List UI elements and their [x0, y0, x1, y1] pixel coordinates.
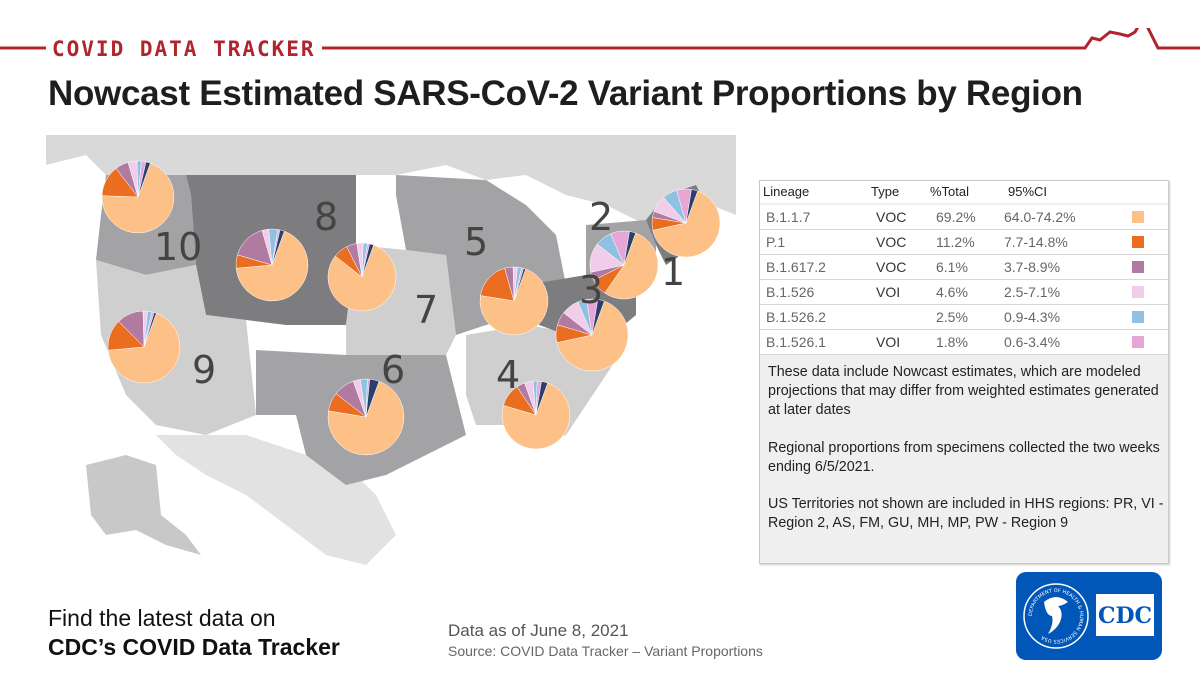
region-label-5: 5 — [464, 220, 488, 264]
header-ci: 95%CI — [1008, 184, 1048, 199]
collection-note: Regional proportions from specimens coll… — [768, 440, 1160, 475]
pie-slice — [101, 162, 175, 234]
lineage-cell: B.1.1.7 — [766, 209, 811, 225]
total-cell: 11.2% — [936, 234, 975, 250]
pie-slice — [137, 161, 151, 198]
legend-swatch — [1132, 211, 1144, 223]
alaska — [86, 455, 201, 555]
pie-slice — [591, 299, 605, 336]
region-label-2: 2 — [589, 195, 613, 239]
page-title: Nowcast Estimated SARS-CoV-2 Variant Pro… — [48, 74, 1083, 113]
region-pie-10 — [101, 160, 175, 234]
find-latest-text: Find the latest data on — [48, 605, 276, 631]
region-label-4: 4 — [496, 353, 520, 397]
type-cell: VOI — [876, 284, 901, 300]
data-as-of: Data as of June 8, 2021 — [448, 621, 629, 640]
legend-swatch — [1132, 286, 1144, 298]
total-cell: 69.2% — [936, 209, 976, 225]
table-row: B.1.617.2 VOC 6.1% 3.7-8.9% — [760, 255, 1168, 280]
table-row: B.1.526.1 VOI 1.8% 0.6-3.4% — [760, 330, 1168, 355]
table-row: B.1.526.2 2.5% 0.9-4.3% — [760, 305, 1168, 330]
nowcast-note: These data include Nowcast estimates, wh… — [768, 364, 1159, 418]
pie-slice — [501, 382, 571, 450]
region-label-10: 10 — [154, 225, 202, 269]
cdc-logo: DEPARTMENT OF HEALTH & HUMAN SERVICES US… — [1016, 572, 1162, 660]
data-panel: Lineage Type %Total 95%CI B.1.1.7 VOC 69… — [759, 180, 1169, 564]
header-type: Type — [871, 184, 900, 199]
header-total: %Total — [930, 184, 970, 199]
variant-table: B.1.1.7 VOC 69.2% 64.0-74.2% P.1 VOC 11.… — [760, 205, 1168, 355]
ci-cell: 64.0-74.2% — [1004, 209, 1076, 225]
region-pie-3 — [555, 298, 629, 372]
table-row: P.1 VOC 11.2% 7.7-14.8% — [760, 230, 1168, 255]
total-cell: 6.1% — [936, 259, 968, 275]
region-pie-8 — [235, 228, 309, 302]
region-pie-5 — [479, 266, 549, 336]
pie-slice — [535, 381, 548, 416]
region-pie-9 — [107, 310, 181, 384]
cdc-logo-text: CDC — [1098, 603, 1152, 629]
ci-cell: 3.7-8.9% — [1004, 259, 1061, 275]
pie-slice — [685, 189, 698, 224]
type-cell: VOI — [876, 334, 901, 350]
region-pie-2 — [589, 230, 659, 300]
region-label-6: 6 — [381, 348, 405, 392]
tracker-link-text[interactable]: CDC’s COVID Data Tracker — [48, 634, 340, 660]
pie-slice — [479, 268, 549, 336]
canada-landmass — [46, 135, 736, 225]
pie-slice — [365, 378, 380, 418]
table-row: B.1.526 VOI 4.6% 2.5-7.1% — [760, 280, 1168, 305]
legend-swatch — [1132, 236, 1144, 248]
total-cell: 1.8% — [936, 334, 968, 350]
pie-slice — [623, 231, 636, 266]
pie-slice — [556, 300, 629, 372]
pie-slice — [513, 268, 526, 302]
total-cell: 4.6% — [936, 284, 968, 300]
region-pie-7 — [327, 242, 397, 312]
pie-slice — [107, 312, 181, 384]
ci-cell: 0.6-3.4% — [1004, 334, 1061, 350]
banner-line — [0, 28, 1200, 50]
legend-swatch — [1132, 261, 1144, 273]
region-label-9: 9 — [192, 348, 216, 392]
pie-slice — [235, 230, 309, 302]
region-pie-1 — [651, 188, 721, 258]
region-label-8: 8 — [314, 195, 338, 239]
territories-note: US Territories not shown are included in… — [768, 496, 1164, 531]
ci-cell: 2.5-7.1% — [1004, 284, 1061, 300]
lineage-cell: P.1 — [766, 234, 786, 250]
source-text: Source: COVID Data Tracker – Variant Pro… — [448, 643, 763, 659]
legend-swatch — [1132, 336, 1144, 348]
us-map: 10 8 7 5 2 1 3 9 6 4 — [46, 135, 736, 575]
pie-slice — [143, 312, 157, 348]
lineage-cell: B.1.526.1 — [766, 334, 826, 350]
region-label-7: 7 — [414, 288, 438, 332]
pie-slice — [271, 229, 285, 266]
legend-swatch — [1132, 311, 1144, 323]
pie-slice — [327, 380, 405, 456]
header-lineage: Lineage — [763, 184, 810, 199]
brand-label: COVID DATA TRACKER — [46, 36, 322, 62]
lineage-cell: B.1.526.2 — [766, 309, 826, 325]
lineage-cell: B.1.617.2 — [766, 259, 826, 275]
lineage-cell: B.1.526 — [766, 284, 815, 300]
pie-slice — [327, 244, 397, 312]
ci-cell: 0.9-4.3% — [1004, 309, 1061, 325]
type-cell: VOC — [876, 259, 907, 275]
type-cell: VOC — [876, 209, 907, 225]
region-label-3: 3 — [579, 268, 603, 312]
pie-slice — [604, 232, 659, 300]
total-cell: 2.5% — [936, 309, 968, 325]
region-label-1: 1 — [661, 250, 685, 294]
ci-cell: 7.7-14.8% — [1004, 234, 1068, 250]
region-pie-4 — [501, 380, 571, 450]
type-cell: VOC — [876, 234, 907, 250]
pie-slice — [652, 190, 721, 258]
pie-slice — [361, 243, 374, 278]
region-pie-6 — [327, 378, 405, 456]
table-row: B.1.1.7 VOC 69.2% 64.0-74.2% — [760, 205, 1168, 230]
hhs-eagle-icon: DEPARTMENT OF HEALTH & HUMAN SERVICES US… — [1023, 583, 1154, 649]
table-header: Lineage Type %Total 95%CI — [760, 181, 1168, 203]
